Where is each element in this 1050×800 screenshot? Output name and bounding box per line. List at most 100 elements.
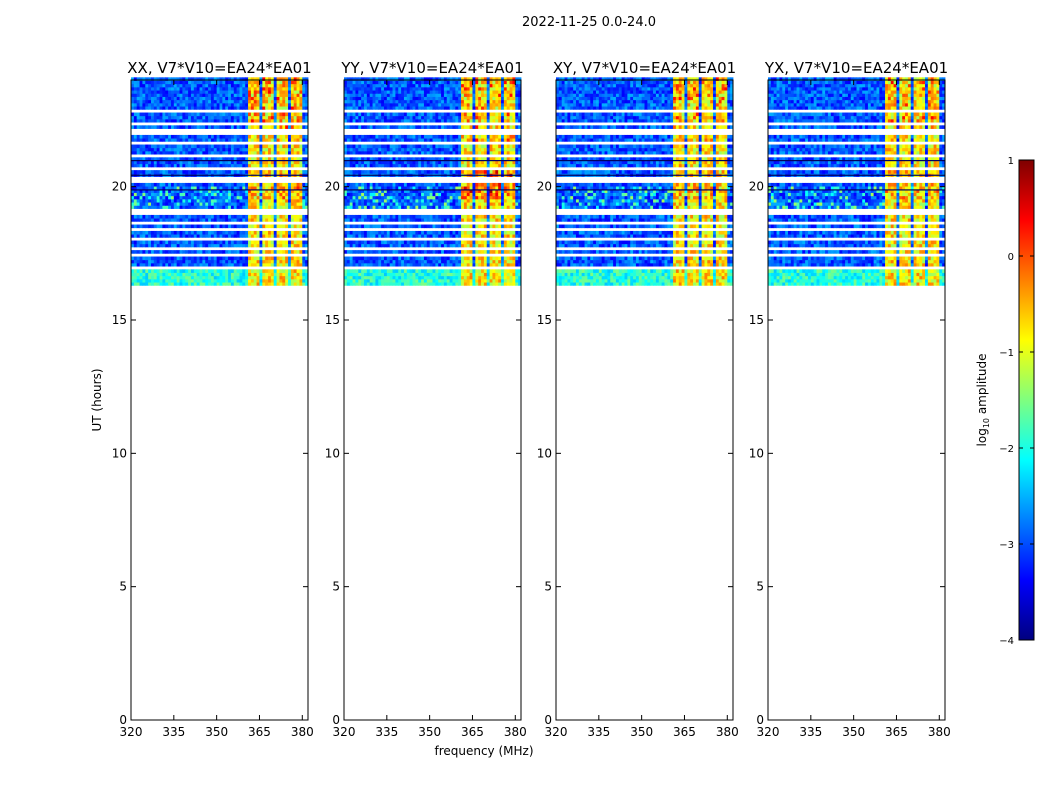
heatmap-cell [415, 218, 419, 222]
heatmap-cell [262, 214, 266, 219]
heatmap-cell [156, 160, 160, 165]
heatmap-cell [498, 198, 502, 203]
heatmap-cell [216, 96, 220, 101]
heatmap-cell [165, 118, 169, 123]
heatmap-cell [432, 186, 436, 190]
heatmap-cell [188, 99, 192, 104]
heatmap-cell [145, 272, 149, 277]
heatmap-cell [190, 147, 195, 152]
heatmap-cell [165, 205, 169, 209]
heatmap-cell [133, 205, 138, 209]
heatmap-cell [265, 93, 269, 97]
heatmap-cell [233, 192, 238, 197]
heatmap-cell [179, 96, 183, 101]
heatmap-cell [395, 198, 399, 203]
heatmap-cell [268, 269, 272, 273]
heatmap-cell [515, 243, 519, 248]
heatmap-cell [250, 240, 255, 245]
heatmap-cell [248, 150, 252, 155]
heatmap-cell [259, 106, 263, 110]
heatmap-cell [248, 278, 252, 283]
heatmap-cell [190, 256, 195, 261]
heatmap-cell [302, 259, 306, 264]
heatmap-cell [259, 182, 263, 187]
heatmap-cell [248, 195, 252, 200]
heatmap-cell [208, 102, 212, 107]
heatmap-cell [248, 144, 252, 149]
heatmap-cell [230, 195, 235, 200]
heatmap-cell [386, 160, 391, 165]
heatmap-cell [452, 205, 456, 209]
heatmap-cell [293, 272, 297, 277]
heatmap-cell [256, 198, 260, 203]
heatmap-cell [282, 147, 286, 152]
heatmap-cell [512, 157, 516, 161]
heatmap-cell [395, 250, 399, 254]
heatmap-cell [156, 278, 160, 283]
heatmap-cell [188, 90, 192, 94]
heatmap-cell [276, 234, 280, 238]
heatmap-cell [268, 282, 272, 286]
heatmap-cell [182, 170, 186, 174]
heatmap-cell [179, 256, 183, 261]
heatmap-cell [228, 192, 232, 197]
heatmap-cell [253, 83, 258, 88]
heatmap-cell [131, 195, 135, 200]
heatmap-cell [446, 272, 451, 277]
heatmap-cell [142, 250, 146, 254]
heatmap-cell [222, 93, 226, 97]
heatmap-cell [208, 90, 212, 94]
heatmap-cell [142, 240, 146, 245]
heatmap-cell [173, 96, 178, 101]
heatmap-cell [386, 262, 391, 267]
heatmap-cell [481, 195, 485, 200]
heatmap-cell [305, 282, 309, 286]
heatmap-cell [288, 93, 292, 97]
heatmap-cell [415, 163, 419, 168]
heatmap-cell [248, 250, 252, 254]
heatmap-cell [443, 240, 448, 245]
heatmap-cell [250, 106, 255, 110]
heatmap-cell [170, 144, 175, 149]
heatmap-cell [475, 272, 479, 277]
heatmap-cell [250, 195, 255, 200]
heatmap-cell [233, 90, 238, 94]
heatmap-cell [361, 214, 365, 219]
heatmap-cell [305, 278, 309, 283]
heatmap-cell [142, 134, 146, 139]
heatmap-cell [279, 234, 283, 238]
heatmap-cell [398, 182, 402, 187]
heatmap-cell [372, 218, 376, 222]
heatmap-cell [148, 96, 152, 101]
heatmap-cell [153, 102, 158, 107]
heatmap-cell [176, 230, 180, 235]
heatmap-cell [210, 86, 215, 91]
heatmap-cell [293, 77, 297, 81]
heatmap-cell [170, 106, 175, 110]
heatmap-cell [239, 138, 243, 142]
heatmap-cell [159, 250, 163, 254]
heatmap-cell [305, 240, 309, 245]
heatmap-cell [492, 282, 496, 286]
heatmap-cell [139, 157, 143, 161]
heatmap-cell [302, 234, 306, 238]
heatmap-cell [159, 275, 163, 280]
heatmap-cell [498, 214, 502, 219]
heatmap-cell [165, 144, 169, 149]
heatmap-cell [449, 147, 453, 152]
heatmap-cell [349, 160, 353, 165]
heatmap-cell [276, 278, 280, 283]
heatmap-cell [501, 147, 505, 152]
heatmap-cell [268, 259, 272, 264]
heatmap-cell [185, 118, 189, 123]
heatmap-cell [475, 234, 479, 238]
heatmap-cell [383, 195, 388, 200]
heatmap-cell [383, 160, 388, 165]
heatmap-cell [296, 134, 300, 139]
heatmap-cell [131, 234, 135, 238]
heatmap-cell [415, 259, 419, 264]
heatmap-cell [438, 275, 442, 280]
heatmap-cell [179, 198, 183, 203]
heatmap-cell [412, 250, 416, 254]
